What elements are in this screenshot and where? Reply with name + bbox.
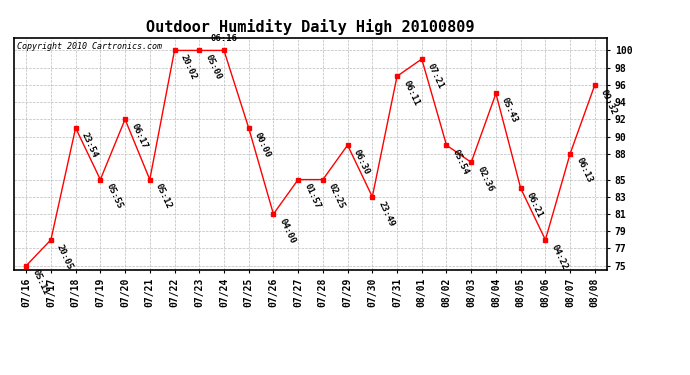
Text: 04:22: 04:22 [549,243,569,271]
Text: 01:57: 01:57 [302,182,322,210]
Text: 05:12: 05:12 [154,182,173,210]
Text: Copyright 2010 Cartronics.com: Copyright 2010 Cartronics.com [17,42,161,51]
Text: 20:05: 20:05 [55,243,75,271]
Text: 07:21: 07:21 [426,62,446,90]
Text: 06:21: 06:21 [525,191,544,219]
Text: 00:00: 00:00 [253,131,273,159]
Text: 05:54: 05:54 [451,148,470,176]
Text: 23:54: 23:54 [80,131,99,159]
Text: 09:32: 09:32 [599,88,618,116]
Text: 06:16: 06:16 [210,34,237,44]
Text: 05:55: 05:55 [104,182,124,210]
Title: Outdoor Humidity Daily High 20100809: Outdoor Humidity Daily High 20100809 [146,19,475,35]
Text: 05:43: 05:43 [500,96,520,124]
Text: 02:25: 02:25 [327,182,346,210]
Text: 06:11: 06:11 [401,79,421,107]
Text: 20:02: 20:02 [179,53,198,81]
Text: 05:11: 05:11 [30,268,50,297]
Text: 05:00: 05:00 [204,53,223,81]
Text: 06:17: 06:17 [129,122,149,150]
Text: 04:00: 04:00 [277,217,297,245]
Text: 06:30: 06:30 [352,148,371,176]
Text: 02:36: 02:36 [475,165,495,193]
Text: 23:49: 23:49 [377,200,396,228]
Text: 06:13: 06:13 [574,156,594,185]
